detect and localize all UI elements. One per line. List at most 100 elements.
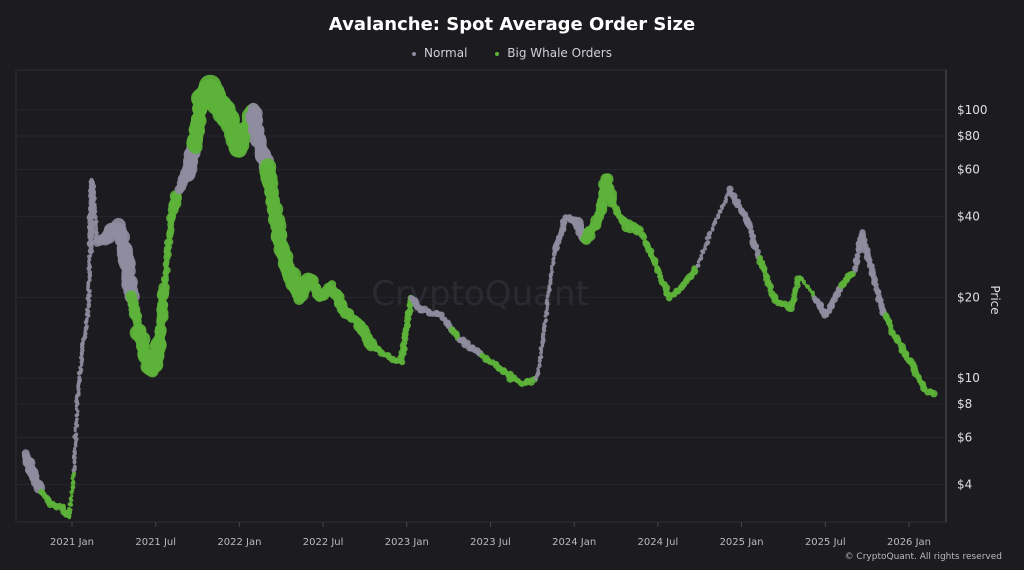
normal-order-point <box>705 240 711 245</box>
normal-order-point <box>86 293 90 297</box>
x-tick-label: 2024 Jul <box>638 537 679 548</box>
normal-order-point <box>707 230 713 236</box>
normal-order-point <box>73 428 77 433</box>
normal-order-point <box>700 249 705 254</box>
whale-order-point <box>802 281 806 285</box>
x-tick-label: 2022 Jul <box>303 537 344 548</box>
normal-order-point <box>551 260 556 265</box>
normal-order-point <box>89 254 93 258</box>
normal-order-point <box>538 354 544 360</box>
normal-order-point <box>93 215 98 220</box>
whale-order-point <box>70 494 74 498</box>
normal-order-point <box>538 362 542 366</box>
normal-order-point <box>746 223 754 231</box>
normal-order-point <box>80 341 85 345</box>
normal-order-point <box>85 317 89 321</box>
normal-order-point <box>72 449 77 454</box>
normal-order-point <box>545 305 549 310</box>
normal-order-point <box>77 375 82 380</box>
normal-order-point <box>540 332 546 337</box>
whale-order-point <box>67 502 73 507</box>
copyright: © CryptoQuant. All rights reserved <box>844 552 1002 562</box>
normal-order-point <box>74 432 79 437</box>
normal-order-point <box>80 348 85 353</box>
y-tick-label: $100 <box>957 103 988 117</box>
y-tick-label: $8 <box>957 397 972 411</box>
x-tick-label: 2026 Jan <box>887 537 931 548</box>
normal-order-point <box>550 270 554 274</box>
normal-order-point <box>90 181 95 187</box>
normal-order-point <box>86 302 92 307</box>
whale-order-point <box>930 390 938 398</box>
y-axis-label: Price <box>988 285 1002 314</box>
y-tick-label: $20 <box>957 290 980 304</box>
normal-order-point <box>91 191 97 196</box>
normal-order-point <box>714 217 718 221</box>
normal-order-point <box>749 229 755 235</box>
normal-order-point <box>86 284 91 289</box>
normal-order-point <box>703 246 707 251</box>
normal-order-point <box>83 331 88 336</box>
legend-item-normal[interactable]: Normal <box>412 46 467 60</box>
normal-order-point <box>552 256 556 260</box>
x-tick-label: 2025 Jan <box>720 537 764 548</box>
whale-order-point <box>640 233 648 241</box>
y-tick-label: $60 <box>957 162 980 176</box>
normal-order-point <box>75 412 80 417</box>
normal-order-point <box>549 267 554 271</box>
normal-order-point <box>696 263 701 268</box>
x-tick-label: 2025 Jul <box>805 537 846 548</box>
normal-order-point <box>699 253 704 258</box>
x-tick-label: 2021 Jan <box>50 537 94 548</box>
normal-order-point <box>74 407 79 411</box>
whale-order-point <box>67 507 71 511</box>
normal-order-point <box>75 417 79 422</box>
normal-order-point <box>90 198 96 203</box>
normal-order-point <box>80 363 84 367</box>
legend-label-normal: Normal <box>424 46 468 60</box>
whale-order-point <box>70 484 76 490</box>
legend-item-whale[interactable]: Big Whale Orders <box>495 46 612 60</box>
normal-order-point <box>76 390 81 395</box>
normal-order-point <box>74 420 79 424</box>
chart-title: Avalanche: Spot Average Order Size <box>328 14 696 35</box>
normal-order-point <box>87 270 93 275</box>
normal-order-point <box>72 464 77 469</box>
normal-order-point <box>85 307 90 312</box>
normal-order-point <box>74 398 79 404</box>
y-tick-label: $40 <box>957 210 980 224</box>
normal-order-point <box>717 209 723 214</box>
normal-order-point <box>93 206 97 210</box>
normal-order-point <box>854 252 860 258</box>
normal-order-point <box>536 367 540 371</box>
whale-order-point <box>406 307 414 314</box>
normal-order-point <box>92 210 97 215</box>
whale-order-point <box>805 284 811 290</box>
normal-order-point <box>72 459 77 464</box>
legend-label-whale: Big Whale Orders <box>507 46 612 60</box>
normal-order-point <box>73 447 77 451</box>
x-tick-label: 2023 Jul <box>470 537 511 548</box>
normal-order-point <box>546 293 550 297</box>
normal-order-point <box>716 213 721 218</box>
whale-marker-icon <box>495 51 500 56</box>
normal-order-point <box>87 247 94 255</box>
normal-order-point <box>545 298 549 303</box>
normal-order-point <box>78 365 82 370</box>
x-tick-label: 2024 Jan <box>552 537 596 548</box>
y-tick-label: $6 <box>957 430 972 444</box>
normal-order-point <box>699 256 704 261</box>
normal-order-point <box>84 324 89 329</box>
normal-order-point <box>93 223 98 228</box>
y-tick-label: $4 <box>957 478 972 492</box>
x-tick-label: 2023 Jan <box>385 537 429 548</box>
whale-order-point <box>154 323 167 335</box>
whale-order-point <box>71 479 76 484</box>
normal-order-point <box>544 318 548 322</box>
y-tick-label: $80 <box>957 129 980 143</box>
x-tick-label: 2022 Jan <box>217 537 261 548</box>
normal-order-point <box>87 262 92 267</box>
normal-order-point <box>537 358 542 363</box>
normal-marker-icon <box>412 51 417 56</box>
